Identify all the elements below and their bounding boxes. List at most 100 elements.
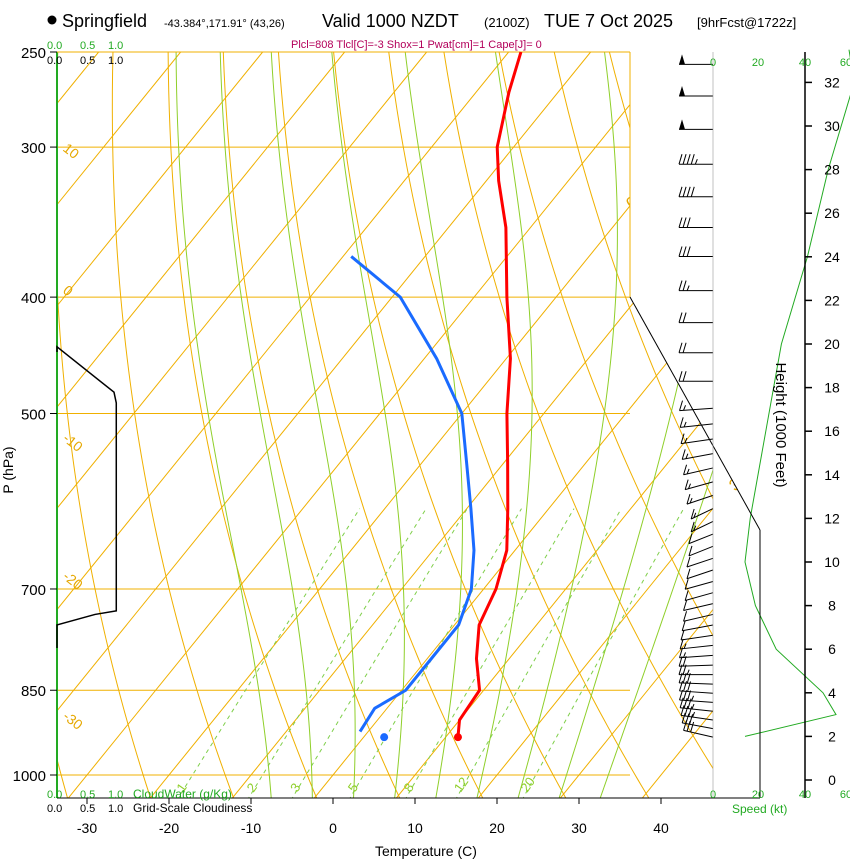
wind-barb-full xyxy=(686,556,691,568)
wind-barb-full xyxy=(683,698,688,709)
wind-barb xyxy=(678,217,713,228)
isotherm-label: 10 xyxy=(60,140,82,162)
wind-barb-full xyxy=(682,217,687,228)
cloudiness-bottom-2: 1.0 xyxy=(108,803,123,815)
dewpoint-line xyxy=(350,255,476,733)
wind-barb xyxy=(688,545,714,557)
isotherm-line xyxy=(395,406,713,798)
wind-barb-staff xyxy=(680,707,714,712)
wind-barb-full xyxy=(678,154,683,165)
mixing-ratio-line xyxy=(455,508,622,798)
cloudiness-bottom-1: 0.5 xyxy=(80,803,95,815)
wind-barb-flag xyxy=(679,85,685,96)
wind-barb-full xyxy=(684,579,689,590)
moist-adiabat-line xyxy=(219,52,313,798)
height-tick-label: 32 xyxy=(824,74,840,90)
moist-adiabat-line xyxy=(270,52,356,798)
cloud-water-bottom-2: 1.0 xyxy=(108,789,123,801)
wind-barb-full xyxy=(683,464,688,475)
wind-barb-half xyxy=(683,652,686,658)
wind-barb-full xyxy=(684,590,689,601)
speed-axis-title: Speed (kt) xyxy=(732,802,787,816)
wind-barb xyxy=(678,154,713,165)
height-axis-title: Height (1000 Feet) xyxy=(772,362,789,487)
speed-tick-inner-bottom: 20 xyxy=(752,789,764,801)
wind-barb-full xyxy=(688,533,693,544)
wind-barb-full xyxy=(689,714,694,725)
wind-barb-full xyxy=(684,479,689,490)
wind-barb xyxy=(678,312,713,324)
wind-barb xyxy=(679,689,714,703)
wind-barb xyxy=(678,371,713,382)
valid-time: Valid 1000 NZDT xyxy=(322,11,459,31)
wind-barb-half xyxy=(693,525,697,531)
height-tick-label: 20 xyxy=(824,336,840,352)
forecast-info: [9hrFcst@1722z] xyxy=(697,15,796,30)
height-tick-label: 2 xyxy=(828,728,836,744)
dry-adiabat-line xyxy=(167,52,318,798)
wind-barb xyxy=(679,400,714,412)
height-tick-label: 18 xyxy=(824,380,840,396)
wind-barb-half xyxy=(694,159,698,165)
wind-barb-half xyxy=(683,421,687,428)
cloud-water-bottom-1: 0.5 xyxy=(80,789,95,801)
mixing-ratio-label: 12 xyxy=(451,774,472,794)
wind-barb-staff xyxy=(680,634,714,641)
wind-barb-staff xyxy=(688,545,714,557)
dry-adiabat-line xyxy=(111,52,235,798)
isotherm-line xyxy=(231,203,713,798)
wind-barb xyxy=(683,611,714,622)
surface-dewpoint-point xyxy=(380,733,389,742)
wind-barb xyxy=(686,556,714,568)
x-tick-label: 40 xyxy=(653,820,669,836)
cloud-water-bottom-0: 0.0 xyxy=(47,789,62,801)
wind-barb-half xyxy=(684,437,688,444)
mixing-ratio-line xyxy=(522,508,685,798)
speed-tick-inner-top: 0 xyxy=(710,57,716,69)
station-coords: -43.384°,171.91° (43,26) xyxy=(164,18,285,30)
wind-barb-full xyxy=(690,508,695,520)
wind-barb-staff xyxy=(690,521,714,533)
wind-barb xyxy=(678,186,713,198)
dry-adiabat-line xyxy=(388,52,650,798)
moist-adiabat-line xyxy=(599,468,713,798)
wind-barb xyxy=(690,521,714,533)
dry-adiabat-line xyxy=(498,52,713,637)
wind-barb-full xyxy=(683,611,688,622)
cloudiness-line xyxy=(56,345,118,648)
speed-tick-inner-top: 20 xyxy=(752,57,764,69)
wind-barb-full xyxy=(682,186,687,197)
plot-mask xyxy=(630,52,850,798)
p-tick-label: 300 xyxy=(21,140,46,157)
mixing-ratio-label: 3 xyxy=(287,780,303,795)
wind-barb-full xyxy=(686,493,691,505)
station-dot-icon xyxy=(47,15,57,25)
wind-barb-staff xyxy=(680,714,714,721)
isotherm-line xyxy=(57,52,346,408)
wind-barb-full xyxy=(682,371,687,382)
sounding-profiles xyxy=(350,51,523,742)
dry-adiabat-line xyxy=(553,52,713,500)
wind-barb-staff xyxy=(680,438,714,445)
wind-barb xyxy=(683,600,714,611)
wind-barb-staff xyxy=(682,453,714,460)
wind-barb-full xyxy=(682,154,687,165)
wind-barb-half xyxy=(683,643,687,649)
wind-barb xyxy=(678,342,713,354)
wind-barb xyxy=(679,54,713,65)
p-tick-label: 700 xyxy=(21,582,46,599)
wind-barb xyxy=(684,579,714,590)
mixing-ratio-label: 20 xyxy=(517,774,538,794)
wind-barb-half xyxy=(692,711,696,718)
mixing-ratio-label: 2 xyxy=(244,780,260,795)
wind-barb-full xyxy=(682,280,687,291)
wind-barb xyxy=(679,417,714,428)
dry-adiabat-line xyxy=(333,52,567,798)
wind-barb-full xyxy=(686,154,691,165)
cloud-water-label: CloudWater (g/Kg) xyxy=(133,787,232,801)
wind-barb xyxy=(686,568,714,580)
wind-barb xyxy=(690,508,714,520)
wind-barb xyxy=(681,449,714,460)
wind-barb-staff xyxy=(688,533,714,545)
